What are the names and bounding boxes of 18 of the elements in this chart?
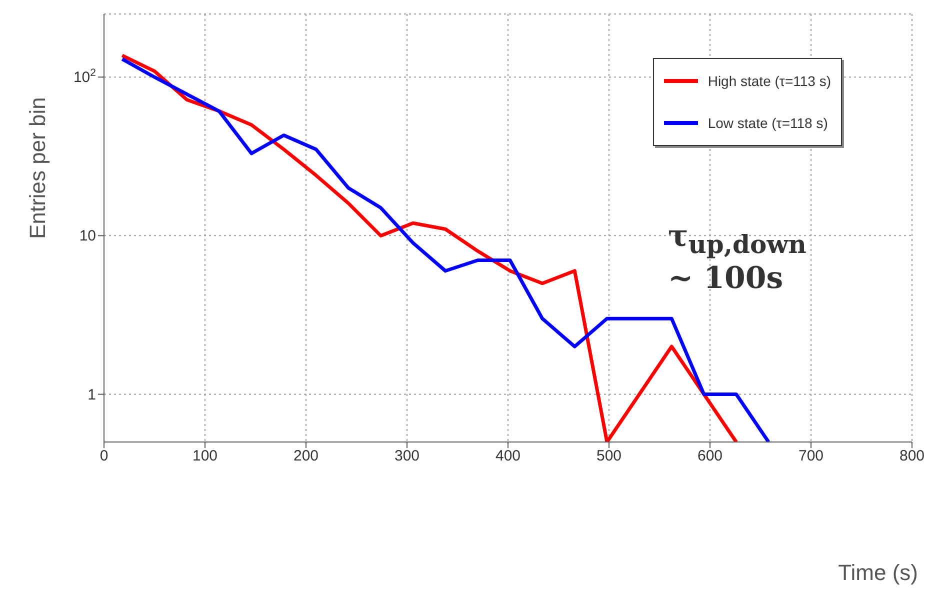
y-axis-title: Entries per bin [25,97,51,239]
annotation: τ$_{up,down}$ [668,218,806,260]
x-tick-label: 200 [293,448,319,465]
x-tick-label: 800 [899,448,925,465]
legend-label: Low state (τ=118 s) [708,115,828,131]
x-axis-title: Time (s) [838,560,918,586]
annotation: ~ 100s [668,260,784,298]
x-tick-label: 400 [495,448,521,465]
y-tick-label: 10 [79,228,96,245]
y-tick-label: 1 [88,386,96,404]
x-tick-label: 100 [192,448,218,465]
x-tick-label: 0 [100,448,108,465]
legend-label: High state (τ=113 s) [708,73,831,89]
x-tick-label: 700 [798,448,824,465]
x-tick-label: 500 [596,448,622,465]
x-tick-label: 300 [394,448,420,465]
y-tick-label: 10$^{2}$ [73,67,96,86]
x-tick-label: 600 [697,448,723,465]
